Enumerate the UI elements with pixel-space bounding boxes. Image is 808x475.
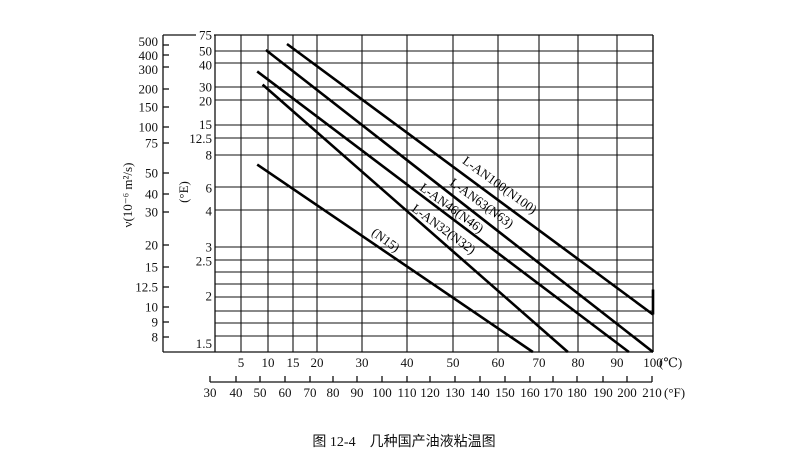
x-tick-label-fahrenheit: 160 bbox=[520, 385, 540, 400]
series-line-l-an63-n63 bbox=[265, 48, 654, 354]
y2-tick-label: 50 bbox=[199, 44, 212, 59]
y2-tick-label: 2 bbox=[206, 289, 213, 304]
y2-label-bg bbox=[196, 44, 214, 58]
x-tick-label-celsius: 30 bbox=[356, 355, 369, 370]
y-tick-label: 200 bbox=[139, 82, 159, 97]
y2-label-bg bbox=[196, 80, 214, 94]
x-tick-label-fahrenheit: 60 bbox=[279, 385, 292, 400]
series-line-l-an46-n46 bbox=[256, 70, 630, 354]
x-tick-label-fahrenheit: 170 bbox=[543, 385, 563, 400]
x-tick-label-fahrenheit: 30 bbox=[204, 385, 217, 400]
y2-tick-label: 4 bbox=[206, 204, 213, 219]
series-lines bbox=[256, 42, 655, 354]
x-tick-label-fahrenheit: 200 bbox=[617, 385, 637, 400]
x-tick-label-celsius: 10 bbox=[262, 355, 275, 370]
y-tick-label: 20 bbox=[145, 238, 158, 253]
x-tick-label-fahrenheit: 130 bbox=[445, 385, 465, 400]
y-tick-label: 10 bbox=[145, 300, 158, 315]
x-tick-label-celsius: 50 bbox=[447, 355, 460, 370]
x-tick-label-fahrenheit: 190 bbox=[593, 385, 613, 400]
x-tick-label-fahrenheit: 50 bbox=[254, 385, 267, 400]
y2-tick-label: 8 bbox=[206, 148, 213, 163]
x-tick-label-celsius: 15 bbox=[287, 355, 300, 370]
series-line-l-an32-n32 bbox=[261, 83, 569, 353]
series-line-l-an100-n100 bbox=[286, 42, 654, 316]
y2-label-bg bbox=[196, 94, 214, 108]
x-tick-label-fahrenheit: 70 bbox=[304, 385, 317, 400]
y2-tick-label: 2.5 bbox=[196, 254, 212, 269]
celsius-ticks: 5 10 15 20 30 40 50 60 70 80 90 100 bbox=[238, 355, 663, 370]
y-tick-label: 30 bbox=[145, 205, 158, 220]
fahrenheit-unit: (°F) bbox=[664, 385, 685, 400]
y2-label-bg bbox=[196, 148, 214, 162]
x-tick-label-celsius: 70 bbox=[533, 355, 546, 370]
x-tick-label-fahrenheit: 210 bbox=[642, 385, 662, 400]
series-label-n15: (N15) bbox=[369, 225, 403, 255]
y-tick-label: 40 bbox=[145, 187, 158, 202]
y2-label-bg bbox=[196, 337, 214, 350]
y2-tick-label: 75 bbox=[199, 28, 212, 43]
y2-tick-label: 30 bbox=[199, 80, 212, 95]
y-tick-label: 500 bbox=[139, 34, 159, 49]
x-tick-label-fahrenheit: 80 bbox=[327, 385, 340, 400]
x-tick-label-celsius: 100 bbox=[643, 355, 663, 370]
y2-tick-label: 40 bbox=[199, 58, 212, 73]
series-line-n15 bbox=[256, 163, 534, 354]
x-tick-label-celsius: 20 bbox=[311, 355, 324, 370]
x-tick-label-fahrenheit: 40 bbox=[230, 385, 243, 400]
y-tick-label: 75 bbox=[145, 136, 158, 151]
y2-tick-label: 15 bbox=[199, 117, 212, 132]
y2-label-bg bbox=[196, 118, 214, 131]
x-tick-label-celsius: 90 bbox=[611, 355, 624, 370]
y2-label-bg bbox=[196, 58, 214, 72]
x-tick-label-fahrenheit: 150 bbox=[495, 385, 515, 400]
figure-caption: 图 12-4 几种国产油液粘温图 bbox=[312, 434, 495, 450]
x-tick-label-celsius: 60 bbox=[492, 355, 505, 370]
y-tick-label: 9 bbox=[152, 315, 159, 330]
y-tick-label: 12.5 bbox=[135, 280, 158, 295]
y2-label-bg bbox=[196, 28, 214, 42]
y2-tick-label: 12.5 bbox=[189, 131, 212, 146]
y-tick-label: 8 bbox=[152, 330, 159, 345]
y-tick-label: 400 bbox=[139, 48, 159, 63]
celsius-unit: (℃) bbox=[659, 355, 682, 370]
y2-label-bg bbox=[196, 132, 214, 145]
y2-label-bg bbox=[196, 254, 214, 268]
x-tick-label-celsius: 40 bbox=[401, 355, 414, 370]
x-tick-label-fahrenheit: 140 bbox=[470, 385, 490, 400]
y-axis-label: ν(10⁻⁶ m²/s) bbox=[120, 163, 135, 228]
x-tick-label-fahrenheit: 180 bbox=[567, 385, 587, 400]
y2-tick-label: 6 bbox=[206, 181, 213, 196]
y2-label-bg bbox=[196, 240, 214, 254]
fahrenheit-ticks: 30 40 50 60 70 80 90 100 110 120 130 140 150 160 170 18… bbox=[204, 376, 662, 400]
x-tick-label-fahrenheit: 120 bbox=[420, 385, 440, 400]
x-tick-label-fahrenheit: 100 bbox=[372, 385, 392, 400]
y2-axis-label: (°E) bbox=[176, 181, 191, 203]
y2-label-bg bbox=[196, 181, 214, 195]
y-tick-label: 150 bbox=[139, 100, 159, 115]
y-tick-label: 100 bbox=[139, 120, 159, 135]
y2-label-bg bbox=[196, 204, 214, 218]
y2-tick-label: 1.5 bbox=[196, 336, 212, 351]
y-tick-label: 300 bbox=[139, 62, 159, 77]
y2-tick-label: 20 bbox=[199, 94, 212, 109]
y2-tick-label: 3 bbox=[206, 240, 213, 255]
y-tick-label: 50 bbox=[145, 166, 158, 181]
y2-label-bg bbox=[196, 289, 214, 303]
x-tick-label-celsius: 5 bbox=[238, 355, 245, 370]
x-tick-label-celsius: 80 bbox=[572, 355, 585, 370]
y-tick-label: 15 bbox=[145, 260, 158, 275]
x-tick-label-fahrenheit: 110 bbox=[397, 385, 416, 400]
x-tick-label-fahrenheit: 90 bbox=[351, 385, 364, 400]
